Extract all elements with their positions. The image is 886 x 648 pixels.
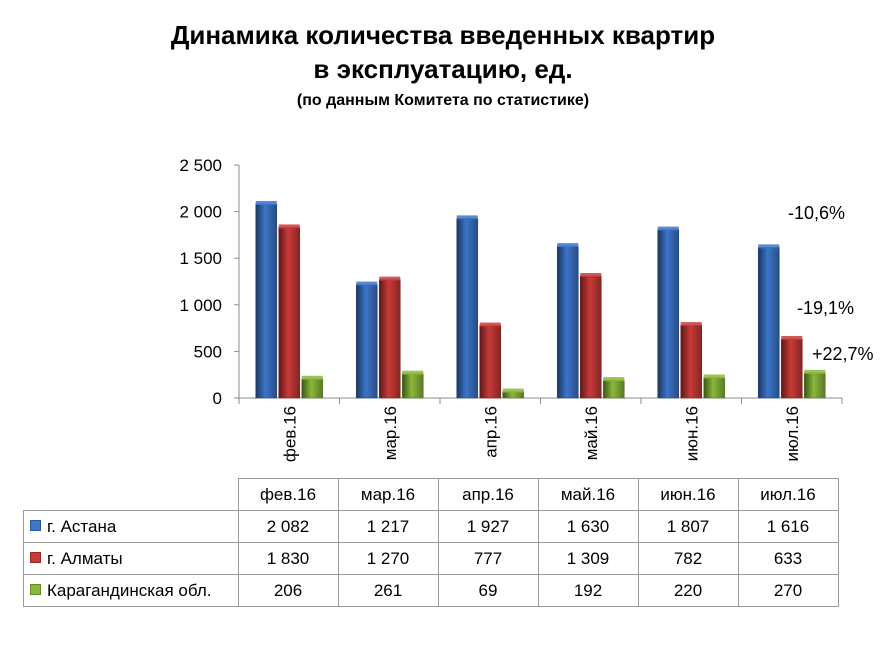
- table-cell: 1 270: [337, 542, 439, 575]
- bar-top: [356, 281, 378, 286]
- table-header-cell: июл.16: [737, 478, 839, 511]
- bar: [278, 227, 301, 399]
- bar: [301, 378, 324, 399]
- table-header-row: фев.16 мар.16 апр.16 май.16 июн.16 июл.1…: [23, 478, 839, 511]
- y-tick-label: 500: [194, 342, 222, 361]
- chart-title-line-2: в эксплуатацию, ед.: [313, 54, 573, 84]
- table-cell: 782: [637, 542, 739, 575]
- series-name: г. Алматы: [47, 548, 123, 568]
- bar-top: [402, 370, 424, 375]
- bar: [602, 379, 625, 399]
- y-tick-label: 1 000: [179, 296, 222, 315]
- data-table: фев.16 мар.16 апр.16 май.16 июн.16 июл.1…: [23, 478, 839, 607]
- table-cell: 1 616: [737, 510, 839, 543]
- y-tick-label: 1 500: [179, 249, 222, 268]
- y-tick-label: 0: [213, 389, 222, 408]
- bar: [703, 377, 726, 399]
- bar-top: [781, 336, 803, 341]
- table-cell: 1 630: [537, 510, 639, 543]
- table-cell: 69: [437, 574, 539, 607]
- bar: [803, 372, 826, 399]
- bar-top: [758, 244, 780, 249]
- chart-title-line-1: Динамика количества введенных квартир: [170, 20, 716, 50]
- bar: [757, 247, 780, 399]
- bar: [680, 324, 703, 399]
- chart-subtitle: (по данным Комитета по статистике): [296, 92, 590, 109]
- table-cell: 220: [637, 574, 739, 607]
- table-cell: 1 927: [437, 510, 539, 543]
- bar: [255, 203, 278, 399]
- bar-top: [255, 200, 277, 205]
- table-header-cell: май.16: [537, 478, 639, 511]
- x-tick-label: мар.16: [381, 406, 400, 460]
- table-cell: 1 217: [337, 510, 439, 543]
- bar: [456, 218, 479, 399]
- bar-top: [502, 388, 524, 393]
- change-annotation: -19,1%: [797, 298, 854, 318]
- chart-title-block: Динамика количества введенных квартир в …: [0, 18, 886, 110]
- bar-top: [703, 374, 725, 379]
- series-name: Карагандинская обл.: [47, 580, 212, 600]
- x-tick-label: июн.16: [682, 406, 701, 461]
- bar: [355, 284, 378, 399]
- table-cell: 777: [437, 542, 539, 575]
- bar-top: [680, 322, 702, 327]
- bar: [401, 373, 424, 399]
- bar-top: [456, 215, 478, 220]
- series-name: г. Астана: [47, 516, 117, 536]
- bar-top: [657, 226, 679, 231]
- series-label-almaty: г. Алматы: [23, 542, 239, 575]
- bar-top: [603, 377, 625, 382]
- y-tick-label: 2 000: [179, 203, 222, 222]
- bar-top: [580, 273, 602, 278]
- x-tick-label: апр.16: [481, 406, 500, 458]
- change-annotation: -10,6%: [788, 203, 845, 223]
- table-cell: 261: [337, 574, 439, 607]
- table-header-cell: мар.16: [337, 478, 439, 511]
- table-cell: 192: [537, 574, 639, 607]
- table-cell: 1 830: [237, 542, 339, 575]
- table-cell: 2 082: [237, 510, 339, 543]
- bar-chart: 0 500 1 000 1 500 2 000 2 500 фев.16 мар.16 апр.…: [179, 156, 874, 462]
- bar-top: [379, 276, 401, 281]
- table-corner: [23, 478, 239, 511]
- table-cell: 1 807: [637, 510, 739, 543]
- table-header-cell: фев.16: [237, 478, 339, 511]
- bar-top: [804, 369, 826, 374]
- x-tick-label: май.16: [582, 406, 601, 460]
- legend-key-astana: [30, 519, 41, 531]
- table-cell: 270: [737, 574, 839, 607]
- bar-top: [479, 322, 501, 327]
- series-label-karaganda: Карагандинская обл.: [23, 574, 239, 607]
- legend-key-karaganda: [30, 583, 41, 595]
- table-cell: 633: [737, 542, 839, 575]
- table-row: г. Алматы 1 830 1 270 777 1 309 782 633: [23, 542, 839, 575]
- bar: [378, 279, 401, 399]
- bar: [657, 229, 680, 399]
- bar-top: [278, 224, 300, 229]
- table-row: Карагандинская обл. 206 261 69 192 220 2…: [23, 574, 839, 607]
- bar-top: [557, 243, 579, 248]
- change-annotation: +22,7%: [812, 344, 874, 364]
- bar: [479, 325, 502, 399]
- x-tick-label: фев.16: [280, 406, 299, 462]
- bar: [780, 338, 803, 399]
- bar: [556, 245, 579, 399]
- table-cell: 1 309: [537, 542, 639, 575]
- legend-key-almaty: [30, 551, 41, 563]
- table-header-cell: июн.16: [637, 478, 739, 511]
- table-row: г. Астана 2 082 1 217 1 927 1 630 1 807 …: [23, 510, 839, 543]
- x-tick-label: июл.16: [783, 406, 802, 461]
- table-header-cell: апр.16: [437, 478, 539, 511]
- bar-top: [301, 375, 323, 380]
- table-cell: 206: [237, 574, 339, 607]
- y-tick-label: 2 500: [179, 156, 222, 175]
- series-label-astana: г. Астана: [23, 510, 239, 543]
- bar: [579, 275, 602, 399]
